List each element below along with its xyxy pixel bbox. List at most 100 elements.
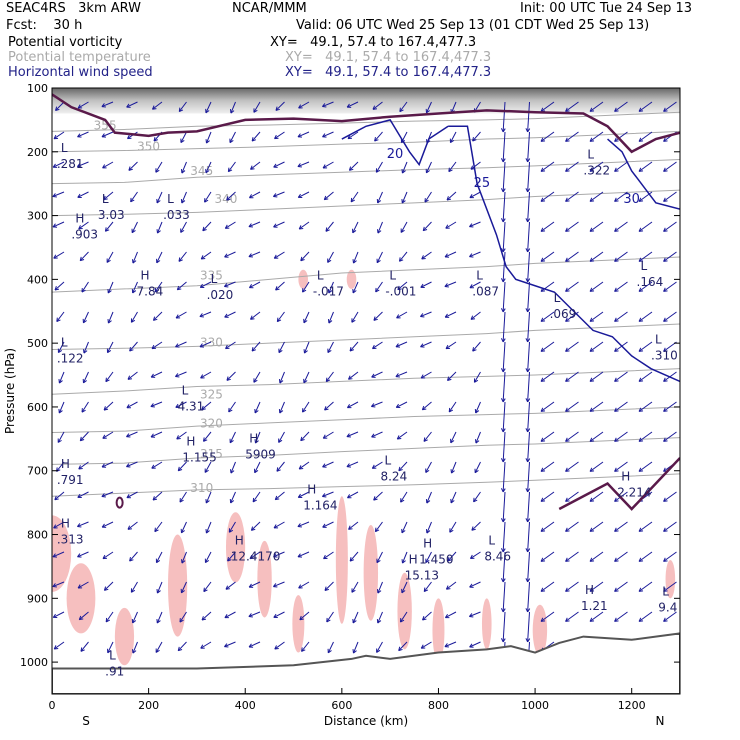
wind-vector	[525, 431, 531, 463]
wind-vector	[446, 191, 457, 201]
theta-label: 315	[200, 447, 223, 461]
wind-vector-shaft	[297, 161, 310, 168]
wind-vector	[252, 491, 261, 503]
wind-vector	[425, 521, 432, 534]
wind-vector-head	[102, 164, 106, 169]
wind-vector	[663, 281, 677, 292]
wind-vector	[105, 371, 114, 383]
wind-vector-shaft	[130, 311, 138, 323]
wind-vector-shaft	[156, 251, 163, 264]
wind-vector	[56, 311, 65, 323]
wind-vector	[614, 551, 628, 562]
wind-vector-head	[176, 285, 180, 290]
wind-vector-head	[614, 170, 619, 172]
wind-vector	[589, 551, 604, 562]
wind-vector-shaft	[151, 461, 163, 469]
wind-vector-head	[444, 253, 448, 258]
wind-vector-head	[298, 584, 302, 589]
wind-vector	[565, 161, 579, 172]
pv-shade	[481, 598, 492, 650]
wind-vector-shaft	[375, 281, 383, 293]
wind-vector-head	[540, 620, 546, 622]
wind-vector-shaft	[228, 521, 236, 533]
wind-vector-shaft	[156, 191, 163, 204]
wind-vector-shaft	[107, 641, 114, 654]
wind-vector	[82, 371, 89, 384]
wind-vector-head	[614, 320, 619, 322]
wind-vector-head	[130, 199, 135, 203]
pv-extremum: L3.03	[98, 192, 125, 222]
wind-vector-shaft	[565, 221, 579, 232]
wind-vector	[614, 281, 628, 292]
pv-extremum-type: H	[307, 482, 316, 496]
wind-vector	[151, 461, 163, 469]
wind-vector-head	[614, 407, 617, 412]
theta-contour	[52, 473, 680, 497]
wind-vector-head	[178, 259, 183, 262]
wind-vector	[500, 401, 506, 433]
wind-vector	[565, 131, 579, 142]
wind-vector-shaft	[426, 131, 432, 144]
wind-vector-head	[252, 499, 257, 503]
wind-vector	[525, 551, 531, 583]
wind-vector-head	[375, 289, 380, 293]
wind-vector-head	[199, 283, 203, 288]
wind-vector-head	[589, 137, 593, 142]
wind-vector	[525, 611, 531, 643]
wind-vector-head	[278, 439, 283, 443]
wind-vector	[127, 521, 138, 530]
pv-extremum: H2.214	[617, 470, 651, 500]
wind-vector-head	[446, 588, 451, 590]
wind-vector-head	[155, 169, 160, 173]
wind-vector-head	[540, 350, 546, 352]
wind-vector-shaft	[540, 611, 555, 622]
wind-vector-head	[131, 230, 136, 234]
wind-vector-shaft	[53, 131, 65, 140]
wind-vector	[107, 311, 114, 324]
wind-vector	[156, 251, 163, 264]
wind-vector-shaft	[224, 611, 236, 619]
wind-vector-head	[398, 466, 401, 471]
wind-vector-head	[132, 650, 137, 654]
wind-vector-head	[614, 500, 619, 502]
wind-vector-head	[303, 380, 308, 384]
wind-vector-head	[614, 557, 617, 562]
field-wind-xy: XY= 49.1, 57.4 to 167.4,477.3	[285, 65, 492, 80]
wind-vector	[323, 191, 334, 201]
wind-vector-shaft	[540, 161, 555, 172]
wind-vector-head	[540, 530, 546, 532]
wind-vector-head	[589, 140, 595, 142]
wind-vector-head	[249, 194, 253, 198]
wind-vector	[469, 221, 481, 228]
y-tick-label: 1000	[20, 656, 48, 669]
wind-vector-head	[132, 260, 137, 264]
wind-vector-shaft	[502, 371, 506, 402]
wind-vector-shaft	[77, 581, 89, 589]
pv-shade	[335, 496, 348, 624]
wind-vector	[224, 251, 236, 258]
pv-extremum: L.310	[651, 333, 678, 363]
wind-vector	[248, 221, 261, 228]
wind-vector-head	[126, 463, 130, 467]
wind-vector	[525, 371, 531, 403]
wind-vector	[376, 581, 383, 594]
wind-vector-head	[54, 498, 59, 501]
wind-vector-head	[420, 343, 424, 348]
pv-extremum-type: L	[662, 585, 669, 599]
wind-vector-head	[297, 163, 301, 167]
wind-vector-shaft	[205, 161, 212, 174]
wind-vector-head	[638, 290, 644, 292]
wind-vector-head	[663, 590, 668, 592]
wind-vector-head	[206, 140, 210, 144]
wind-vector-head	[274, 648, 279, 650]
wind-vector-shaft	[527, 611, 530, 642]
wind-vector-shaft	[472, 131, 481, 142]
wind-vector-head	[502, 398, 506, 403]
wind-vector-head	[565, 290, 570, 292]
wind-vector-head	[152, 108, 157, 110]
pv-contour	[558, 457, 680, 511]
pv-extremum: L8.46	[484, 533, 511, 563]
wind-vector-head	[103, 198, 108, 201]
wind-vector	[248, 611, 261, 618]
wind-vector-head	[638, 560, 644, 562]
